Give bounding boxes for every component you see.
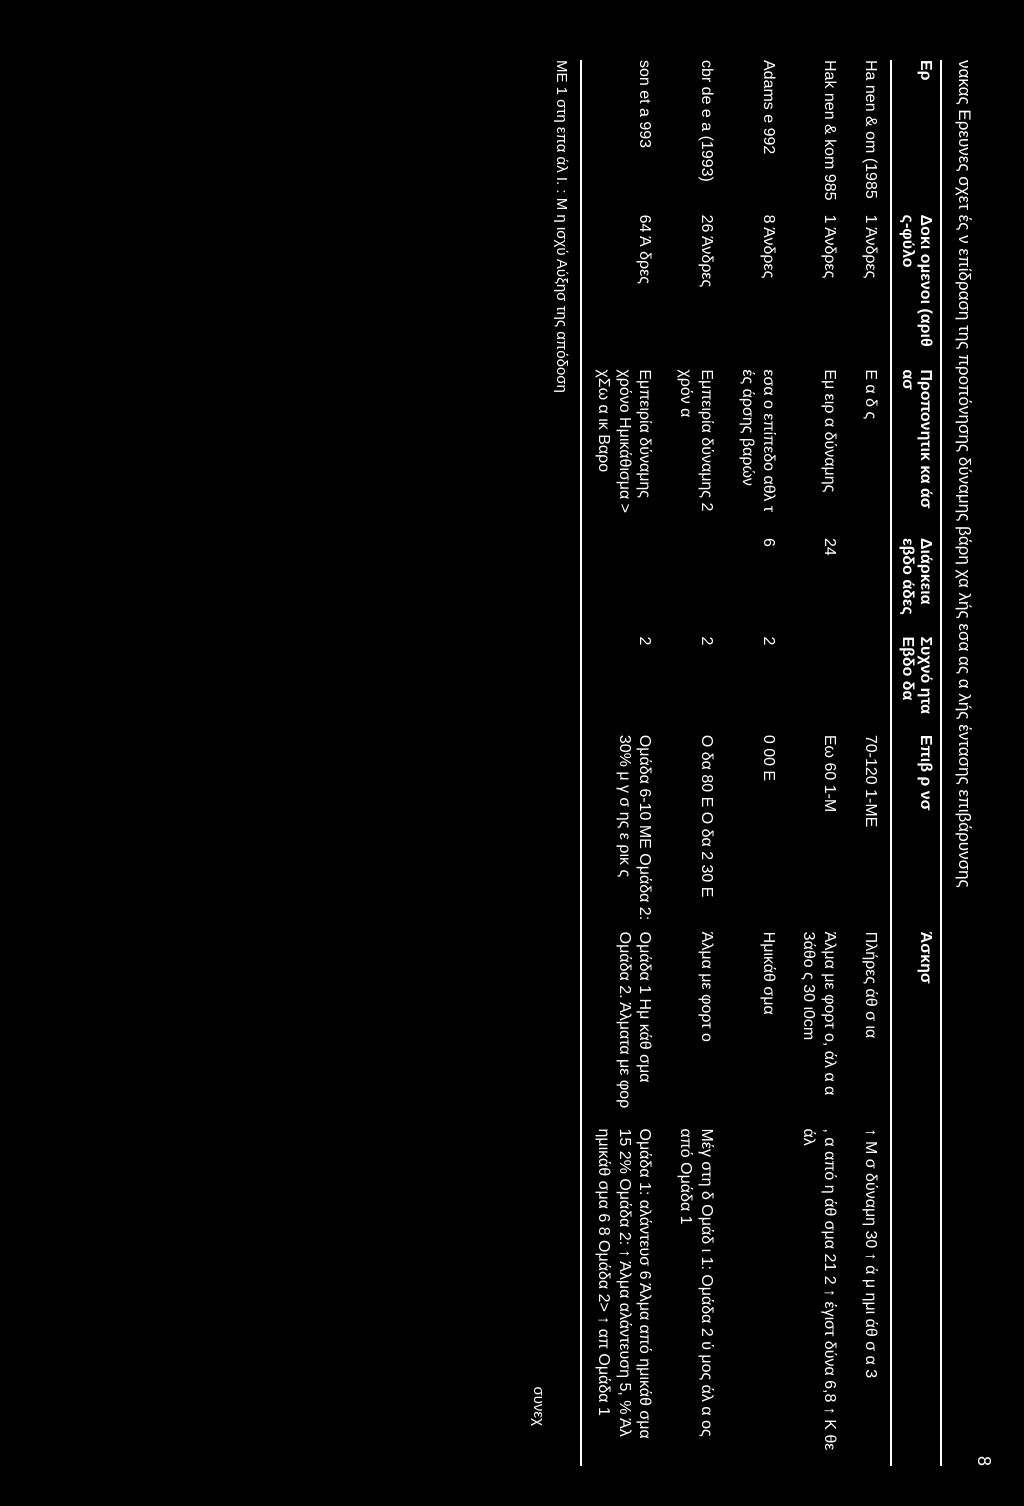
cell-subjects: 8 Άνδρες [726, 215, 788, 370]
cell-load: 0 00 Ε [726, 735, 788, 932]
cell-results: ↑ Μ σ δύναμη 30 ↑ ά μ ημι άθ σ α 3 [849, 1129, 891, 1467]
cell-training: Ε α δ ς [849, 369, 891, 538]
cell-results: , α από η άθ σμα 21 2 ↑ έγιστ δύνα 6,8 ↑… [788, 1129, 850, 1467]
cell-subjects: 26 Άνδρες [664, 215, 726, 370]
cell-exercise: Ημικάθ σμα [726, 932, 788, 1129]
table-row: cbr de e a (1993) 26 Άνδρες Εμπειρία δύν… [664, 60, 726, 1466]
header-subjects: Δοκι ομενοι (αριθ ς-φύλο [891, 215, 941, 370]
table-row: Adams e 992 8 Άνδρες εσα ο επίπεδο αθλ τ… [726, 60, 788, 1466]
cell-exercise: Ομάδα 1 Ημ κάθ σμα Ομάδα 2. Άλματα με φο… [581, 932, 664, 1129]
research-table: Ερ Δοκι ομενοι (αριθ ς-φύλο Προπονητικ κ… [580, 60, 942, 1466]
cell-duration: 6 [726, 538, 788, 636]
cell-exercise: Άλμα με φορτ ο, άλ α α 3άθο ς 30 ι0cm [788, 932, 850, 1129]
header-freq: Συχνό ητα Εβδο δα [891, 636, 941, 734]
cell-ref: Ha nen & om (1985 [849, 60, 891, 215]
cell-duration [664, 538, 726, 636]
cell-training: Εμπειρία δύναμης 2 χρόν α [664, 369, 726, 538]
cell-ref: cbr de e a (1993) [664, 60, 726, 215]
cell-subjects: 64 Ά δρες [581, 215, 664, 370]
cell-load: 70-120 1-ΜΕ [849, 735, 891, 932]
cell-freq [849, 636, 891, 734]
cell-training: Εμπειρία δύναμης χρόνο Ημικάθισμα > χΣω … [581, 369, 664, 538]
table-row: Ha nen & om (1985 1 Άνδρες Ε α δ ς 70-12… [849, 60, 891, 1466]
cell-exercise: Άλμα με φορτ ο [664, 932, 726, 1129]
cell-subjects: 1 Άνδρες [788, 215, 850, 370]
table-row: Hak nen & kom 985 1 Άνδρες Εμ ειρ α δύνα… [788, 60, 850, 1466]
cell-freq: 2 [664, 636, 726, 734]
cell-results: Μέγ στη δ Ομάδ ι 1: Ομάδα 2 ύ μος άλ α ο… [664, 1129, 726, 1467]
cell-load: Ομάδα 6-10 ΜΕ Ομάδα 2: 30% μ γ σ ης ε ρι… [581, 735, 664, 932]
cell-freq: 2 [581, 636, 664, 734]
cell-load: Εω 60 1-Μ [788, 735, 850, 932]
cell-ref: Adams e 992 [726, 60, 788, 215]
cell-duration: 24 [788, 538, 850, 636]
page-number: 8 [973, 1456, 994, 1466]
header-exercise: Άσκησ [891, 932, 941, 1129]
cell-duration [581, 538, 664, 636]
table-title: νακας Ερευνες σχετ ές ν επίδραση της προ… [954, 60, 974, 1466]
document-content: νακας Ερευνες σχετ ές ν επίδραση της προ… [490, 0, 1024, 1506]
cell-freq: 2 [726, 636, 788, 734]
header-duration: Διάρκεια εβδο άδες [891, 538, 941, 636]
cell-results: Ομάδα 1: αλάντευσ 6 Άλμα από ημικάθ σμα … [581, 1129, 664, 1467]
table-row: son et a 993 64 Ά δρες Εμπειρία δύναμης … [581, 60, 664, 1466]
cell-subjects: 1 Άνδρες [849, 215, 891, 370]
continue-indicator: συνεχ [530, 60, 547, 1466]
header-training: Προπονητικ κα άσ ασ [891, 369, 941, 538]
header-load: Επιβ ρ νσ [891, 735, 941, 932]
cell-exercise: Πλήρες άθ σ ια [849, 932, 891, 1129]
cell-load: Ο δα 80 Ε Ο δα 2 30 Ε [664, 735, 726, 932]
footnotes: ΜΕ 1 στη επα άλ Ι. : Μ η ισχύ Αύξησ της … [551, 60, 572, 1466]
cell-results [726, 1129, 788, 1467]
cell-ref: Hak nen & kom 985 [788, 60, 850, 215]
cell-duration [849, 538, 891, 636]
header-results [891, 1129, 941, 1467]
cell-ref: son et a 993 [581, 60, 664, 215]
cell-training: Εμ ειρ α δύναμης [788, 369, 850, 538]
cell-training: εσα ο επίπεδο αθλ τ ές άρσης βαρών [726, 369, 788, 538]
header-ref: Ερ [891, 60, 941, 215]
cell-freq [788, 636, 850, 734]
